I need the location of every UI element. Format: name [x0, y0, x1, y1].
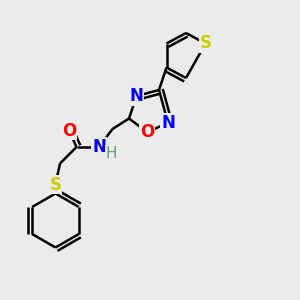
Text: N: N — [92, 138, 106, 156]
Text: O: O — [140, 123, 154, 141]
Text: S: S — [50, 176, 61, 194]
Text: N: N — [130, 87, 143, 105]
Text: S: S — [200, 34, 211, 52]
Text: O: O — [62, 122, 76, 140]
Text: N: N — [161, 114, 175, 132]
Text: H: H — [105, 146, 117, 160]
